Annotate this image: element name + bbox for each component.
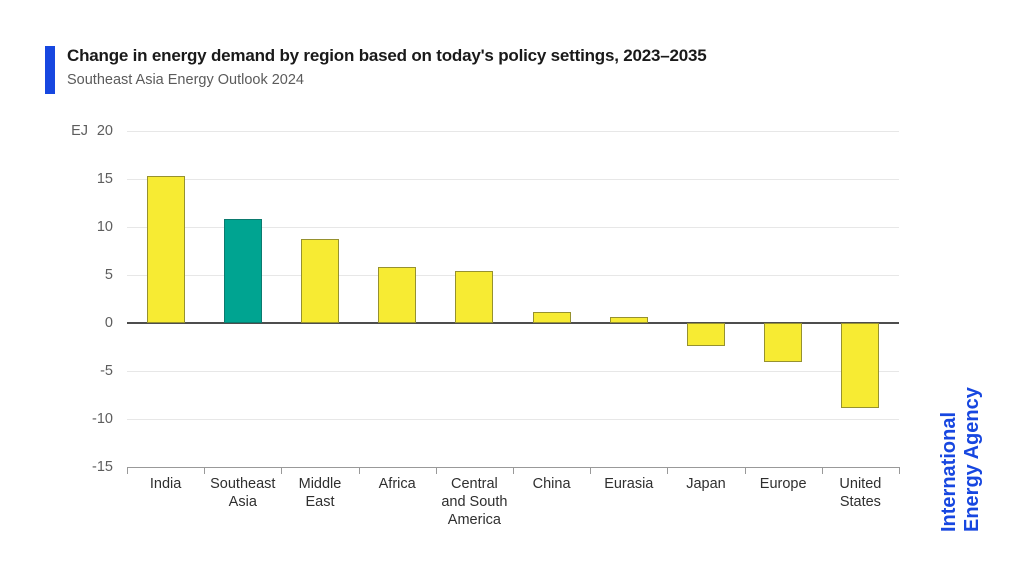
bar-middle-east bbox=[301, 239, 339, 323]
iea-wordmark: International Energy Agency bbox=[938, 387, 984, 532]
category-label-africa: Africa bbox=[378, 476, 416, 492]
x-axis-tick-0 bbox=[127, 467, 128, 474]
category-label-southeast-asia: Southeast Asia bbox=[210, 476, 276, 510]
bar-china bbox=[532, 312, 571, 323]
x-axis-tick-6 bbox=[590, 467, 592, 474]
bar-india bbox=[146, 176, 185, 323]
x-axis-tick-2 bbox=[281, 467, 283, 474]
x-axis-tick-9 bbox=[821, 467, 823, 474]
gridline--5 bbox=[127, 370, 899, 372]
bar-europe bbox=[764, 323, 803, 363]
chart-subtitle: Southeast Asia Energy Outlook 2024 bbox=[67, 72, 304, 88]
y-tick-label-10: 10 bbox=[96, 219, 113, 235]
category-label-central-and-south-america: Central and South America bbox=[441, 476, 508, 528]
y-tick-label-20: 20 bbox=[96, 123, 113, 139]
category-label-eurasia: Eurasia bbox=[604, 476, 654, 492]
category-label-europe: Europe bbox=[759, 476, 807, 492]
y-axis-unit-label: EJ bbox=[71, 123, 88, 139]
category-label-japan: Japan bbox=[686, 476, 726, 492]
iea-wordmark-line1: International bbox=[938, 411, 960, 532]
y-tick-label--10: -10 bbox=[92, 411, 113, 427]
bar-japan bbox=[687, 323, 725, 347]
chart-title: Change in energy demand by region based … bbox=[67, 46, 707, 65]
gridline--10 bbox=[127, 418, 899, 420]
y-tick-label-15: 15 bbox=[96, 171, 113, 187]
bar-southeast-asia bbox=[223, 219, 262, 323]
iea-wordmark-line2: Energy Agency bbox=[961, 387, 983, 532]
y-tick-label-5: 5 bbox=[104, 267, 113, 283]
gridline-15 bbox=[127, 178, 899, 180]
category-label-india: India bbox=[149, 476, 182, 492]
bar-africa bbox=[378, 267, 417, 323]
gridline-0 bbox=[127, 322, 899, 324]
x-axis-tick-8 bbox=[744, 467, 746, 474]
x-axis-tick-10 bbox=[899, 467, 900, 474]
gridline-5 bbox=[127, 274, 899, 276]
category-label-china: China bbox=[532, 476, 571, 492]
gridline-20 bbox=[127, 130, 899, 132]
x-axis-tick-5 bbox=[513, 467, 514, 474]
y-tick-label--15: -15 bbox=[92, 459, 113, 475]
gridline-10 bbox=[127, 226, 899, 228]
title-accent-bar bbox=[45, 46, 55, 94]
x-axis-tick-4 bbox=[435, 467, 437, 474]
y-tick-label--5: -5 bbox=[100, 363, 113, 379]
bar-united-states bbox=[841, 323, 880, 409]
x-axis-tick-1 bbox=[204, 467, 206, 474]
y-tick-label-0: 0 bbox=[104, 315, 113, 331]
bar-central-and-south-america bbox=[455, 271, 494, 323]
category-label-united-states: United States bbox=[839, 476, 882, 510]
category-label-middle-east: Middle East bbox=[298, 476, 342, 510]
bar-eurasia bbox=[609, 317, 648, 323]
x-axis-tick-3 bbox=[358, 467, 360, 474]
x-axis-tick-7 bbox=[667, 467, 669, 474]
